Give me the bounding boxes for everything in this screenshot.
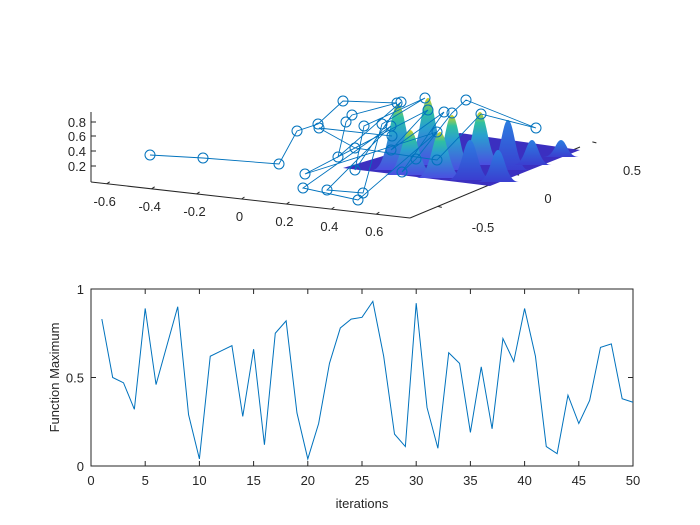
trajectory-marker <box>299 168 311 180</box>
x-tick-label: 40 <box>517 473 531 488</box>
trajectory-marker <box>352 194 364 206</box>
trajectory-marker <box>337 95 349 107</box>
trajectory-marker <box>460 94 472 106</box>
trajectory-marker <box>144 149 156 161</box>
x-tick-label: -0.4 <box>138 199 160 214</box>
trajectory-marker <box>446 107 458 119</box>
trajectory-marker <box>297 182 309 194</box>
trajectory-marker <box>396 166 408 178</box>
x-tick-label: 35 <box>463 473 477 488</box>
trajectory-marker <box>391 97 403 109</box>
x-axis-line <box>90 181 411 219</box>
trajectory-marker <box>386 130 398 142</box>
surface-peak <box>477 150 519 182</box>
trajectory-marker <box>321 184 333 196</box>
trajectory-marker <box>332 151 344 163</box>
y-tick <box>592 141 597 144</box>
x-tick-label: 0 <box>87 473 94 488</box>
trajectory-marker <box>291 125 303 137</box>
trajectory-marker <box>419 92 431 104</box>
x-tick <box>106 181 111 185</box>
surface-peak <box>512 140 552 165</box>
data-line <box>101 300 634 461</box>
y-tick-label: 1 <box>77 282 84 297</box>
x-tick <box>286 201 290 205</box>
trajectory-marker <box>438 106 450 118</box>
plot-area-box <box>90 288 634 467</box>
z-tick-label: 0.6 <box>68 129 86 144</box>
x-axis-label: iterations <box>336 496 389 511</box>
trajectory-marker <box>410 153 422 165</box>
x-tick <box>151 186 155 190</box>
trajectory-marker <box>273 158 285 170</box>
trajectory-line <box>149 97 537 201</box>
trajectory-marker <box>431 126 443 138</box>
trajectory-marker <box>349 142 361 154</box>
trajectory-marker <box>475 108 487 120</box>
y-tick-label: -0.5 <box>472 220 494 235</box>
trajectory-marker <box>422 104 434 116</box>
trajectory-marker <box>358 120 370 132</box>
x-tick-label: 15 <box>246 473 260 488</box>
x-tick-label: 30 <box>409 473 423 488</box>
trajectory-marker <box>385 144 397 156</box>
y-tick-label: 0.5 <box>623 163 641 178</box>
surface-peak <box>447 140 493 180</box>
x-tick-label: 0.6 <box>365 224 383 239</box>
trajectory-marker <box>395 96 407 108</box>
trajectory-marker <box>346 109 358 121</box>
x-tick <box>196 191 200 195</box>
x-tick-label: 0.2 <box>275 214 293 229</box>
y-tick-label: 0 <box>77 459 84 474</box>
trajectory-marker <box>431 154 443 166</box>
z-tick-label: 0.8 <box>68 115 86 130</box>
x-tick-label: 0 <box>236 209 243 224</box>
x-tick-label: 10 <box>192 473 206 488</box>
x-tick-label: 5 <box>142 473 149 488</box>
x-tick <box>331 206 335 210</box>
y-tick-label: 0 <box>544 191 551 206</box>
surface-3d-plot: 0.20.40.60.8-0.6 -0.4 -0.2 0 0.2 0.4 0.6 -0.500… <box>68 92 641 239</box>
surface-peak <box>543 140 579 157</box>
x-tick <box>241 196 245 200</box>
trajectory-marker <box>530 122 542 134</box>
trajectory-marker <box>340 116 352 128</box>
z-tick-label: 0.2 <box>68 159 86 174</box>
x-tick <box>376 211 380 215</box>
x-tick-label: 50 <box>626 473 640 488</box>
x-tick-label: 45 <box>572 473 586 488</box>
x-tick-label: 25 <box>355 473 369 488</box>
z-tick-label: 0.4 <box>68 144 86 159</box>
y-axis-label: Function Maximum <box>47 323 62 433</box>
y-tick-label: 0.5 <box>66 371 84 386</box>
surface-peak <box>384 130 436 175</box>
y-tick <box>437 205 442 208</box>
x-tick-label: 20 <box>301 473 315 488</box>
trajectory-marker <box>349 164 361 176</box>
trajectory-marker <box>376 118 388 130</box>
x-tick-label: -0.6 <box>94 194 116 209</box>
trajectory-marker <box>312 118 324 130</box>
x-tick-label: -0.2 <box>183 204 205 219</box>
trajectory-marker <box>313 122 325 134</box>
surface-peak <box>416 132 464 178</box>
x-tick-label: 0.4 <box>320 219 338 234</box>
trajectory-marker <box>197 152 209 164</box>
